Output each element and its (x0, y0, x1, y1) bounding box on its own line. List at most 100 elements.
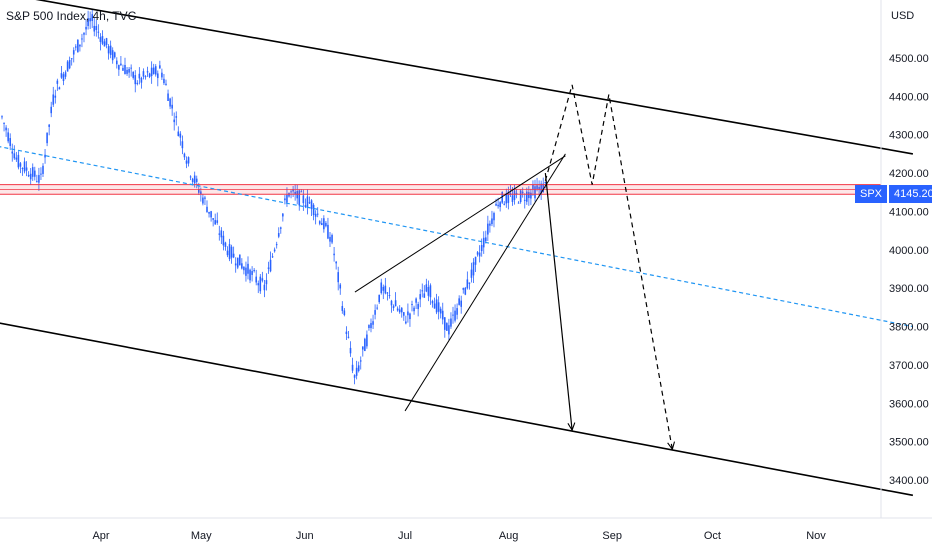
candle-body (275, 244, 278, 246)
candle-body (435, 299, 438, 313)
candle-body (116, 60, 118, 65)
candle-body (173, 119, 175, 123)
candle-body (396, 308, 399, 311)
candle-body (482, 237, 485, 248)
candle-body (370, 323, 372, 329)
candle-body (286, 194, 288, 203)
chart-title: S&P 500 Index, 4h, TVC (6, 9, 137, 23)
candle-body (68, 60, 71, 69)
candle-body (413, 307, 415, 312)
candle-body (409, 313, 411, 320)
time-axis[interactable]: Apr May Jun Jul Aug Sep Oct Nov (0, 517, 932, 542)
candle-body (300, 191, 303, 193)
candle-body (526, 191, 528, 202)
candle-body (386, 292, 389, 294)
candle-body (433, 303, 436, 309)
candle-body (271, 256, 274, 258)
candle-body (366, 334, 368, 347)
candle-body (144, 76, 147, 78)
candle-body (253, 269, 255, 272)
candle-body (415, 298, 417, 303)
candle-body (493, 213, 495, 221)
y-tick-label: 3700.00 (889, 360, 929, 372)
candle-body (29, 173, 32, 180)
candle-body (36, 181, 38, 183)
candle-body (154, 66, 157, 75)
candle-body (11, 151, 14, 154)
candle-body (9, 138, 11, 146)
candle-body (273, 249, 276, 252)
candle-body (157, 73, 159, 79)
candle-body (200, 191, 202, 195)
candle-body (83, 33, 85, 35)
candle-body (136, 82, 139, 85)
candle-body (327, 224, 329, 239)
candle-body (400, 307, 403, 313)
candle-body (339, 284, 342, 289)
candle-body (54, 95, 57, 98)
candle-body (5, 127, 7, 131)
candle-body (517, 202, 520, 204)
y-tick-label: 3900.00 (889, 283, 929, 295)
candle-body (462, 288, 465, 290)
candle-body (19, 163, 22, 167)
candle-body (511, 195, 514, 202)
candle-body (497, 204, 499, 207)
x-tick-label: Nov (806, 530, 826, 542)
candle-body (507, 191, 510, 203)
candle-body (17, 154, 20, 168)
candle-body (353, 375, 356, 378)
candle-body (489, 223, 491, 226)
candle-body (70, 58, 73, 60)
price-axis[interactable]: 3400.00 3500.00 3600.00 3700.00 3800.00 3900.… (880, 0, 929, 518)
candle-body (159, 65, 161, 69)
y-tick-label: 4200.00 (889, 168, 929, 180)
candle-body (216, 220, 219, 223)
candle-body (21, 167, 24, 169)
candle-body (542, 183, 544, 193)
candle-body (513, 190, 516, 200)
wedge-upper-line (354, 155, 566, 293)
candle-body (140, 77, 143, 83)
candle-body (15, 157, 18, 160)
candle-body (239, 254, 241, 266)
candle-body (515, 192, 518, 194)
candle-body (103, 41, 106, 47)
candle-body (534, 186, 536, 199)
candle-body (257, 283, 260, 286)
candle-body (501, 192, 503, 203)
candle-body (523, 199, 526, 201)
candle-body (50, 106, 52, 114)
candle-body (101, 36, 104, 44)
candle-body (269, 259, 272, 272)
wedge-lower-line (404, 153, 566, 412)
candle-body (31, 167, 34, 177)
candle-body (64, 72, 67, 77)
candle-body (105, 38, 108, 45)
candle-body (42, 165, 44, 174)
candle-body (163, 78, 165, 84)
candle-body (89, 18, 91, 22)
candle-body (60, 73, 63, 78)
candle-body (316, 213, 319, 215)
candle-body (454, 310, 456, 321)
candle-body (495, 203, 497, 206)
candle-body (152, 67, 155, 74)
candle-body (280, 227, 282, 229)
candle-body (72, 50, 75, 55)
y-tick-label: 3800.00 (889, 322, 929, 334)
candle-body (398, 309, 401, 313)
candle-body (476, 252, 479, 255)
candle-body (185, 160, 188, 164)
candle-body (441, 310, 444, 320)
price-badge-value: 4145.20 (889, 185, 932, 204)
candle-body (538, 186, 540, 190)
candle-body (25, 167, 28, 171)
candle-body (249, 269, 251, 281)
candle-body (302, 195, 305, 204)
candle-body (446, 323, 448, 331)
candle-body (3, 122, 5, 124)
x-tick-label: Sep (602, 530, 622, 542)
overlays-layer (0, 0, 914, 497)
